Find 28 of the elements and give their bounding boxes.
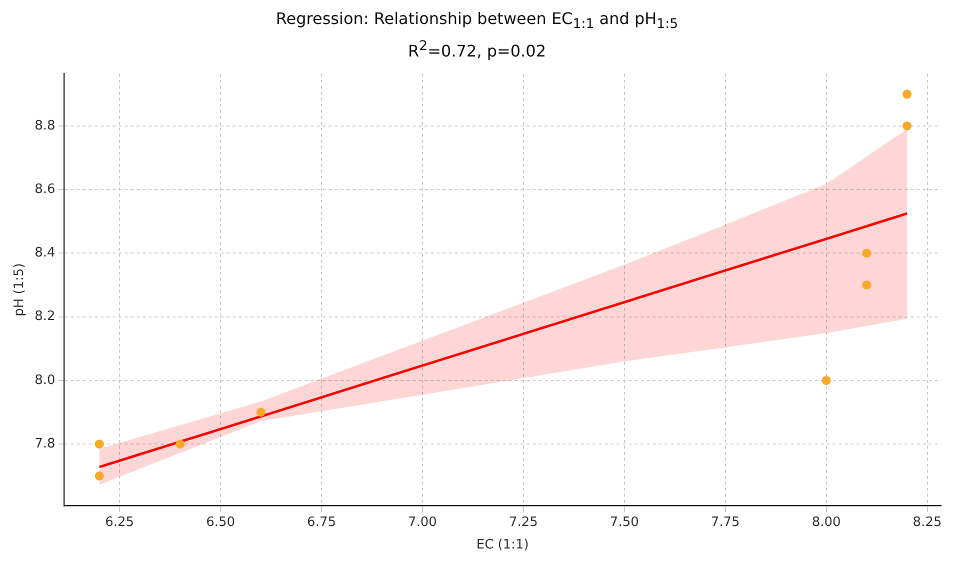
chart-title: Regression: Relationship between EC$_{1:1}$ and pH$_{1:5}$ (274, 8, 680, 34)
y-tick-label: 7.8 (34, 436, 56, 451)
x-tick-label: 7.25 (508, 514, 538, 530)
x-tick-label: 6.50 (206, 514, 236, 530)
point (256, 407, 266, 416)
y-tick-label: 8.2 (34, 308, 56, 324)
y-axis-title: pH (1:5) (12, 262, 28, 316)
chart-subtitle: R$^{2}$=0.72, p=0.02 (407, 38, 547, 63)
point (94, 470, 104, 480)
point (176, 439, 185, 448)
point (862, 280, 872, 290)
x-tick-label: 7.00 (408, 514, 437, 530)
point (902, 89, 912, 98)
y-tick-label: 8.0 (34, 372, 56, 388)
y-tick-label: 8.8 (34, 118, 56, 133)
x-tick-label: 7.75 (710, 514, 740, 530)
point (902, 120, 912, 130)
x-tick-label: 6.75 (307, 514, 336, 530)
x-axis-title: EC (1:1) (476, 537, 529, 552)
x-tick-label: 7.50 (610, 514, 639, 530)
point (822, 375, 831, 384)
y-tick-label: 8.4 (34, 245, 56, 260)
x-tick-label: 6.25 (105, 514, 134, 530)
x-tick-label: 8.00 (812, 514, 841, 530)
point (862, 248, 872, 258)
y-tick-label: 8.6 (34, 181, 56, 196)
point (94, 439, 104, 448)
x-tick-label: 8.25 (912, 514, 942, 530)
